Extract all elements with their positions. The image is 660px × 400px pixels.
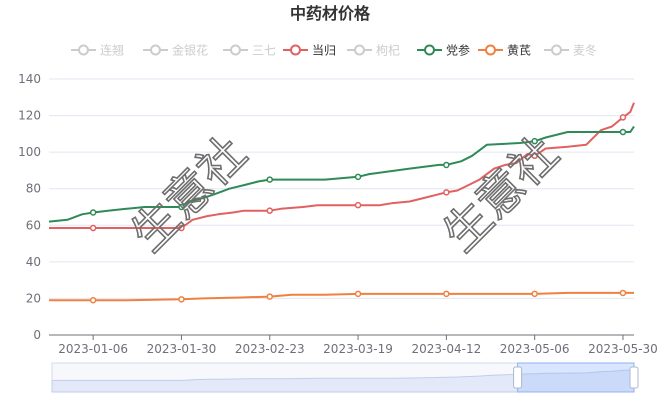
data-point[interactable] [531, 152, 538, 160]
legend-item-7[interactable]: 黄芪 [478, 44, 531, 58]
series-layer [48, 102, 635, 304]
x-tick-label: 2023-01-06 [58, 342, 128, 356]
x-tick-label: 2023-04-12 [411, 342, 481, 356]
legend-marker [485, 44, 496, 56]
data-point[interactable] [619, 289, 627, 297]
grid-lines [49, 78, 634, 336]
series-line [49, 102, 635, 232]
zoom-window[interactable] [517, 362, 635, 393]
legend-marker [551, 44, 562, 56]
data-point[interactable] [354, 290, 362, 298]
zoom-handle-right[interactable] [629, 366, 639, 389]
legend-marker [230, 44, 241, 56]
data-point[interactable] [89, 297, 97, 304]
legend-marker [290, 44, 301, 56]
zoom-handle-left[interactable] [513, 366, 523, 389]
x-tick-label: 2023-03-19 [323, 342, 393, 356]
legend-marker [78, 44, 89, 56]
data-point[interactable] [354, 201, 362, 209]
legend-item-1[interactable]: 连翘 [71, 43, 124, 58]
legend-item-5[interactable]: 枸杞 [347, 43, 400, 58]
series-path [48, 125, 635, 223]
data-point[interactable] [619, 114, 627, 121]
data-point[interactable] [266, 207, 274, 214]
legend-marker [424, 44, 435, 56]
legend-item-2[interactable]: 金银花 [143, 43, 208, 58]
series-path [49, 291, 634, 302]
y-tick-label: 120 [18, 109, 41, 123]
legend: 连翘 金银花 三七 当归 枸杞 党参 黄芪 麦冬 [71, 43, 597, 58]
data-point[interactable] [443, 290, 450, 298]
legend-label: 枸杞 [376, 43, 400, 58]
y-axis: 0 20 40 60 80 100 120 140 [18, 72, 41, 342]
x-axis: 2023-01-06 2023-01-30 2023-02-23 2023-03-19… [58, 335, 658, 356]
series-line [49, 289, 634, 304]
watermark-text: 生意社 [433, 126, 569, 262]
x-tick-label: 2023-05-30 [588, 342, 658, 356]
data-point[interactable] [178, 296, 185, 303]
data-point[interactable] [89, 209, 97, 216]
data-point[interactable] [89, 224, 97, 232]
y-tick-label: 140 [18, 72, 41, 86]
legend-label: 党参 [446, 43, 470, 58]
data-point[interactable] [178, 203, 185, 211]
data-point[interactable] [531, 290, 538, 298]
zoom-preview [51, 368, 635, 393]
y-tick-label: 40 [26, 255, 41, 269]
data-point[interactable] [443, 189, 450, 196]
data-point[interactable] [531, 137, 538, 145]
data-point[interactable] [266, 176, 274, 183]
watermark-text: 生意社 [121, 126, 257, 262]
y-tick-label: 100 [18, 145, 41, 159]
data-point[interactable] [354, 173, 362, 181]
legend-label: 三七 [252, 44, 276, 58]
x-tick-label: 2023-05-06 [500, 342, 570, 356]
y-tick-label: 60 [26, 218, 41, 232]
legend-label: 金银花 [172, 43, 208, 58]
legend-marker [354, 44, 365, 56]
data-point[interactable] [178, 224, 185, 232]
legend-label: 连翘 [100, 43, 124, 58]
x-tick-label: 2023-02-23 [235, 342, 305, 356]
legend-item-4[interactable]: 当归 [283, 44, 336, 58]
legend-label: 黄芪 [507, 44, 531, 58]
data-zoom-slider[interactable] [51, 362, 639, 393]
data-point[interactable] [266, 293, 274, 300]
legend-item-8[interactable]: 麦冬 [544, 43, 597, 58]
legend-item-6[interactable]: 党参 [417, 43, 470, 58]
legend-label: 当归 [312, 44, 336, 58]
watermark-layer: 生意社 生意社 [120, 125, 569, 262]
x-tick-label: 2023-01-30 [147, 342, 217, 356]
legend-label: 麦冬 [573, 43, 597, 58]
legend-marker [150, 44, 161, 56]
data-point[interactable] [443, 161, 450, 169]
series-line [48, 125, 635, 223]
y-tick-label: 0 [33, 328, 41, 342]
y-tick-label: 20 [26, 291, 41, 305]
chart-title: 中药材价格 [290, 4, 371, 23]
data-point[interactable] [619, 128, 627, 136]
legend-item-3[interactable]: 三七 [223, 44, 276, 58]
series-path [49, 102, 635, 229]
y-tick-label: 80 [26, 182, 41, 196]
